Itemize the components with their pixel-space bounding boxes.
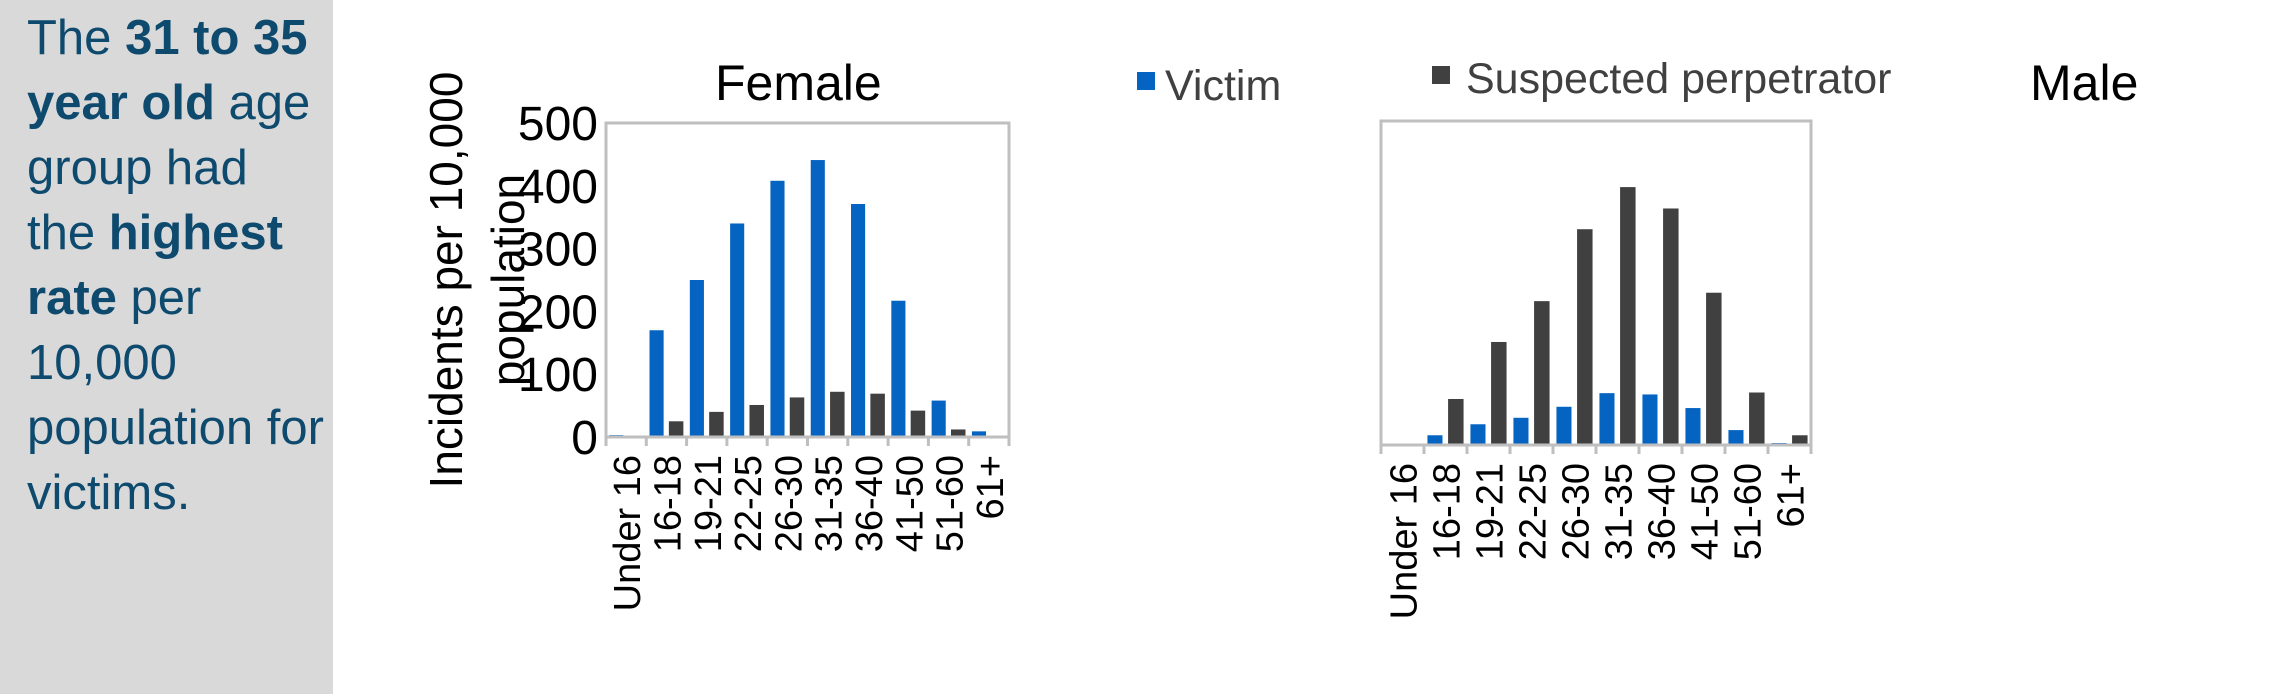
summary-part: age group had the	[27, 76, 311, 260]
summary-part: per 10,000 population for victims.	[27, 271, 324, 520]
y-tick-label: 300	[518, 224, 598, 277]
male-bar-perpetrator	[1620, 187, 1636, 444]
y-tick-label: 0	[571, 412, 598, 465]
summary-part: 31 to 35 year old	[27, 11, 308, 130]
female-bar-victim	[971, 431, 987, 436]
y-axis-label: Incidents per 10,000	[420, 72, 472, 489]
male-bar-perpetrator	[1706, 292, 1722, 444]
y-tick-label: 200	[518, 286, 598, 339]
male-bar-victim	[1728, 430, 1744, 444]
female-x-label: 36-40	[849, 455, 891, 552]
female-x-label: 51-60	[930, 455, 972, 552]
male-x-label: 41-50	[1685, 463, 1727, 560]
female-x-label: 16-18	[647, 455, 689, 552]
y-tick-label: 100	[518, 349, 598, 402]
female-bar-perpetrator	[950, 429, 966, 436]
female-bar-victim	[689, 280, 704, 436]
male-bar-victim	[1642, 394, 1658, 444]
female-bar-perpetrator	[789, 397, 805, 436]
female-bar-victim	[851, 204, 866, 436]
male-bar-victim	[1599, 393, 1615, 444]
legend-victim-swatch	[1137, 72, 1155, 90]
female-bar-perpetrator	[830, 391, 845, 436]
female-bar-perpetrator	[749, 404, 764, 436]
male-bar-perpetrator	[1534, 301, 1550, 444]
female-x-label: Under 16	[607, 455, 649, 611]
summary-part: highest rate	[27, 206, 283, 325]
female-bar-perpetrator	[870, 393, 885, 436]
summary-part: The	[27, 11, 126, 65]
male-bar-perpetrator	[1792, 435, 1808, 444]
female-x-label: 26-30	[768, 455, 810, 552]
y-axis-label: population	[482, 174, 534, 386]
male-bar-perpetrator	[1448, 398, 1464, 444]
male-x-label: 16-18	[1427, 463, 1469, 560]
male-x-label: 36-40	[1642, 463, 1684, 560]
male-bar-perpetrator	[1577, 229, 1593, 444]
female-bar-victim	[931, 400, 946, 436]
male-bar-victim	[1427, 435, 1443, 444]
male-x-label: 26-30	[1556, 463, 1598, 560]
summary-panel: The 31 to 35 year old age group had the …	[0, 0, 333, 694]
female-bar-perpetrator	[668, 421, 684, 436]
legend-victim-label: Victim	[1165, 62, 1281, 110]
male-x-label: 22-25	[1513, 463, 1555, 560]
male-bar-victim	[1685, 408, 1701, 444]
female-bar-victim	[649, 330, 664, 436]
male-title: Male	[2030, 55, 2138, 111]
female-x-label: 31-35	[809, 455, 851, 552]
female-title: Female	[715, 55, 882, 111]
summary-text: The 31 to 35 year old age group had the …	[27, 6, 327, 526]
female-bar-victim	[730, 223, 745, 436]
female-bar-perpetrator	[910, 410, 926, 436]
female-bar-victim	[891, 300, 906, 436]
y-tick-label: 500	[518, 98, 598, 151]
male-bar-perpetrator	[1663, 208, 1679, 444]
female-x-label: 41-50	[889, 455, 931, 552]
male-bar-victim	[1470, 424, 1486, 444]
female-bar-victim	[810, 160, 825, 436]
female-x-label: 61+	[970, 455, 1012, 519]
legend-perpetrator-swatch	[1432, 66, 1450, 84]
male-x-label: 31-35	[1599, 463, 1641, 560]
female-x-label: 19-21	[688, 455, 730, 552]
male-x-label: Under 16	[1384, 463, 1426, 619]
male-bar-perpetrator	[1491, 341, 1507, 444]
male-x-label: 19-21	[1470, 463, 1512, 560]
male-x-label: 61+	[1771, 463, 1813, 527]
male-plot-frame	[1379, 119, 1813, 447]
female-x-label: 22-25	[728, 455, 770, 552]
y-tick-label: 400	[518, 161, 598, 214]
male-bar-victim	[1513, 417, 1529, 444]
female-plot-frame	[604, 121, 1011, 439]
male-x-label: 51-60	[1728, 463, 1770, 560]
male-bar-perpetrator	[1749, 392, 1765, 444]
male-bar-victim	[1556, 406, 1572, 444]
female-bar-perpetrator	[709, 411, 724, 436]
female-bar-victim	[770, 180, 785, 436]
legend-perpetrator-label: Suspected perpetrator	[1466, 55, 1892, 103]
